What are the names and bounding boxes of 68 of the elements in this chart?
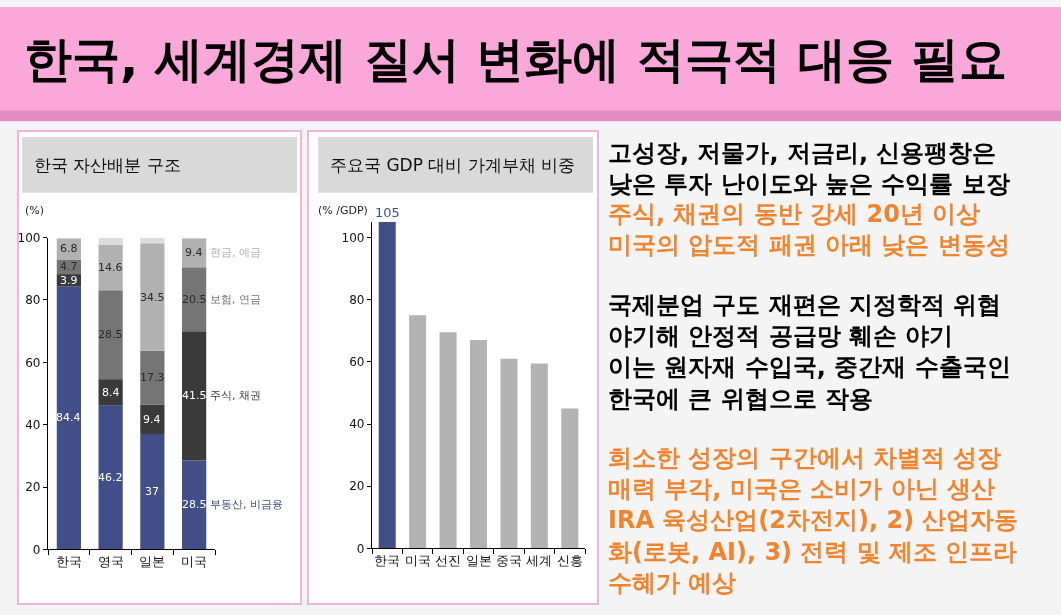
bar xyxy=(182,267,207,332)
data-label: 46.2 xyxy=(98,471,123,484)
x-tick-label: 중국 xyxy=(495,553,522,569)
y-axis-title: (% /GDP) xyxy=(318,204,368,217)
bar xyxy=(182,331,207,461)
x-tick-label: 선진 xyxy=(435,553,462,569)
x-tick-label: 미국 xyxy=(404,553,431,569)
bar xyxy=(500,358,518,549)
y-tick-label: 100 xyxy=(17,230,41,245)
x-tick-label: 일본 xyxy=(139,554,166,570)
x-tick-label: 영국 xyxy=(97,554,124,570)
bar xyxy=(409,315,427,549)
x-tick-label: 한국 xyxy=(374,553,401,569)
series-label: 부동산, 비금융 xyxy=(210,498,283,511)
data-label: 9.4 xyxy=(143,413,161,426)
data-label: 14.6 xyxy=(98,261,123,274)
bar xyxy=(56,286,81,550)
y-tick-label: 40 xyxy=(25,417,41,432)
text: 주식, 채권의 동반 강세 20년 이상 미국의 압도적 패권 아래 낮은 변동성 xyxy=(608,200,1010,260)
data-label: 9.4 xyxy=(185,246,203,259)
bar xyxy=(182,460,207,550)
bar xyxy=(98,237,123,245)
y-tick-label: 20 xyxy=(349,479,365,494)
text: 한국, 세계경제 질서 변화에 적극적 대응 필요 xyxy=(24,31,1007,87)
text: 희소한 성장의 구간에서 차별적 성장 매력 부각, 미국은 소비가 아닌 생산 IRA 육성산업(2차전지), 2) 산업자동 화(로봇, AI), 3) 전력 및 제조 인프라 수혜가 예상 xyxy=(608,444,1019,597)
data-label: 20.5 xyxy=(182,293,207,306)
x-tick-label: 세계 xyxy=(526,553,553,569)
x-tick-label: 한국 xyxy=(55,554,82,570)
y-tick-label: 20 xyxy=(25,480,41,495)
series-label: 주식, 채권 xyxy=(210,389,261,402)
data-label: 3.9 xyxy=(60,274,78,287)
data-label: 105 xyxy=(375,205,400,220)
chart-title: 주요국 GDP 대비 가계부채 비중 xyxy=(330,155,576,175)
data-label: 41.5 xyxy=(182,389,207,402)
data-label: 8.4 xyxy=(102,386,120,399)
text: 국제분업 구도 재편은 지정학적 위협 야기해 안정적 공급망 훼손 야기 이는 원자재 수입국, 중간재 수출국인 한국에 큰 위협으로 작용 xyxy=(608,291,1011,413)
x-tick-label: 신흥 xyxy=(556,553,583,569)
bar xyxy=(378,221,396,549)
y-tick-label: 80 xyxy=(349,292,365,307)
bar xyxy=(98,290,123,380)
bar xyxy=(140,434,165,550)
bar xyxy=(439,332,457,549)
bar xyxy=(140,350,165,405)
y-axis-title: (%) xyxy=(25,204,45,217)
y-tick-label: 80 xyxy=(25,293,41,308)
data-label: 34.5 xyxy=(140,291,165,304)
series-label: 현금, 예금 xyxy=(210,246,261,259)
bar xyxy=(530,363,548,549)
y-tick-label: 40 xyxy=(349,417,365,432)
chart-title: 한국 자산배분 구조 xyxy=(34,155,181,175)
data-label: 37 xyxy=(145,485,159,498)
y-tick-label: 60 xyxy=(25,355,41,370)
x-tick-label: 일본 xyxy=(465,553,492,569)
bar xyxy=(561,408,579,549)
data-label: 6.8 xyxy=(60,242,78,255)
text: 고성장, 저물가, 저금리, 신용팽창은 낮은 투자 난이도와 높은 수익률 보장 xyxy=(608,139,1010,199)
bar xyxy=(98,405,123,550)
y-tick-label: 60 xyxy=(349,355,365,370)
data-label: 17.3 xyxy=(140,371,165,384)
x-tick-label: 미국 xyxy=(181,554,208,570)
y-tick-label: 0 xyxy=(32,542,41,557)
y-tick-label: 100 xyxy=(341,230,365,245)
y-tick-label: 0 xyxy=(356,541,365,556)
bar xyxy=(140,243,165,351)
data-label: 28.5 xyxy=(182,498,207,511)
data-label: 4.7 xyxy=(60,260,78,273)
bar xyxy=(469,340,488,549)
series-label: 보험, 연금 xyxy=(210,293,261,306)
